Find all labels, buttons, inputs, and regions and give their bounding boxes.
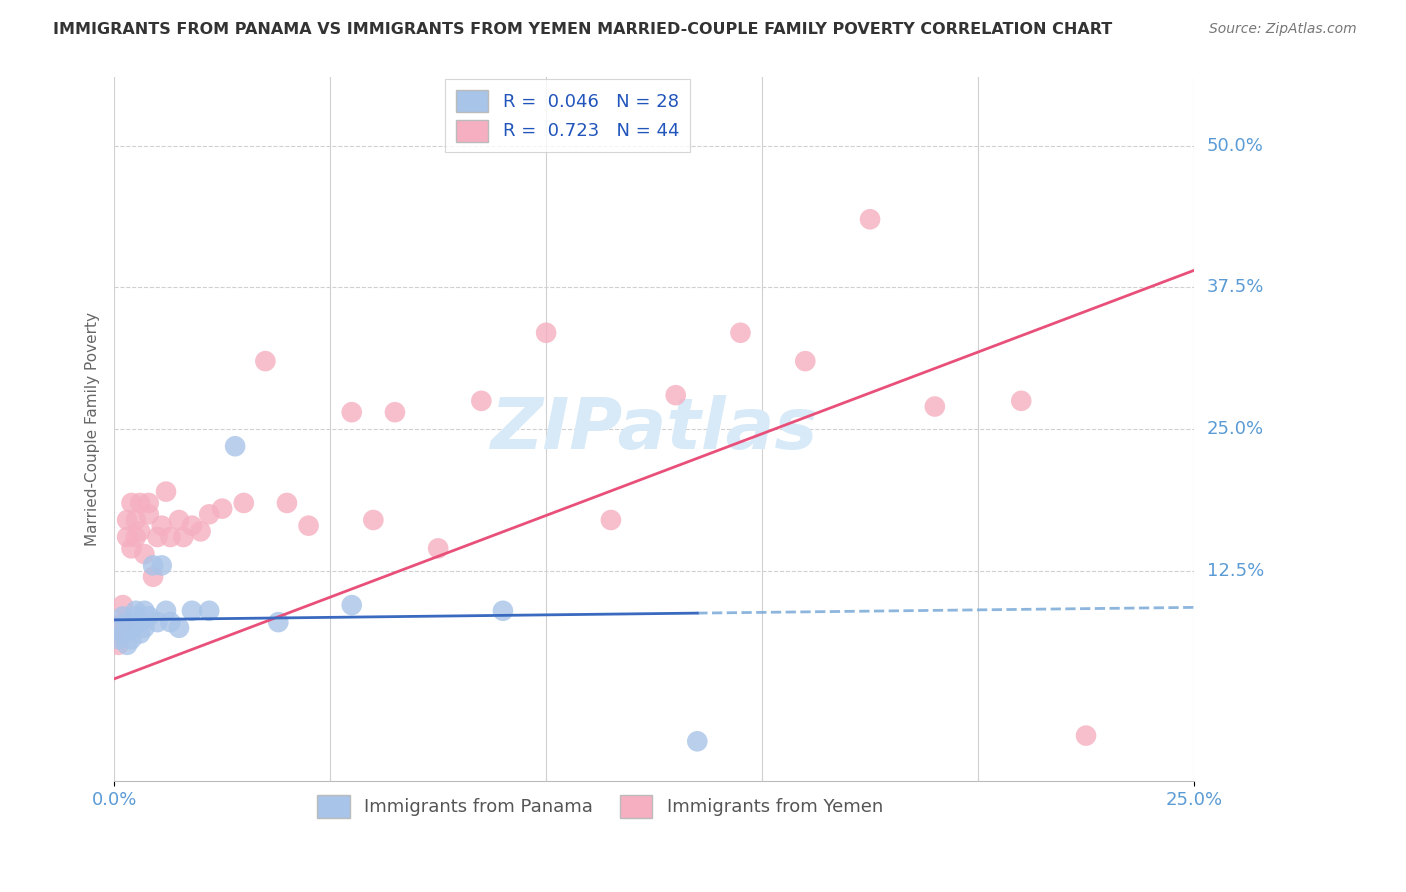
Point xyxy=(159,615,181,629)
Point xyxy=(224,439,246,453)
Point xyxy=(142,558,165,573)
Point xyxy=(115,513,138,527)
Text: Source: ZipAtlas.com: Source: ZipAtlas.com xyxy=(1209,22,1357,37)
Point xyxy=(730,326,752,340)
Point xyxy=(146,615,169,629)
Point xyxy=(125,604,148,618)
Point xyxy=(121,496,143,510)
Point xyxy=(111,598,134,612)
Point xyxy=(198,508,221,522)
Point xyxy=(427,541,450,556)
Point xyxy=(115,530,138,544)
Point xyxy=(859,212,882,227)
Point xyxy=(111,609,134,624)
Point xyxy=(211,501,233,516)
Point xyxy=(125,609,148,624)
Point xyxy=(138,496,160,510)
Point xyxy=(534,326,557,340)
Point xyxy=(924,400,946,414)
Point xyxy=(254,354,277,368)
Point xyxy=(115,638,138,652)
Point xyxy=(134,621,156,635)
Point xyxy=(232,496,254,510)
Point xyxy=(1010,393,1032,408)
Point xyxy=(363,513,385,527)
Point xyxy=(129,524,152,539)
Text: 37.5%: 37.5% xyxy=(1206,278,1264,296)
Point xyxy=(159,530,181,544)
Point xyxy=(172,530,194,544)
Point xyxy=(340,405,363,419)
Point xyxy=(181,518,204,533)
Text: IMMIGRANTS FROM PANAMA VS IMMIGRANTS FROM YEMEN MARRIED-COUPLE FAMILY POVERTY CO: IMMIGRANTS FROM PANAMA VS IMMIGRANTS FRO… xyxy=(53,22,1112,37)
Text: 50.0%: 50.0% xyxy=(1206,136,1264,154)
Text: 25.0%: 25.0% xyxy=(1206,420,1264,438)
Point xyxy=(276,496,298,510)
Point xyxy=(492,604,515,618)
Point xyxy=(198,604,221,618)
Point xyxy=(107,621,129,635)
Point xyxy=(134,547,156,561)
Point xyxy=(142,570,165,584)
Point xyxy=(267,615,290,629)
Point xyxy=(129,615,152,629)
Point xyxy=(107,638,129,652)
Y-axis label: Married-Couple Family Poverty: Married-Couple Family Poverty xyxy=(86,312,100,546)
Point xyxy=(115,615,138,629)
Point xyxy=(340,598,363,612)
Point xyxy=(167,513,190,527)
Point xyxy=(107,621,129,635)
Point xyxy=(1074,729,1097,743)
Point xyxy=(121,541,143,556)
Point xyxy=(384,405,406,419)
Point xyxy=(599,513,621,527)
Point xyxy=(470,393,492,408)
Point xyxy=(125,530,148,544)
Point xyxy=(155,484,177,499)
Point xyxy=(150,518,173,533)
Point xyxy=(121,632,143,647)
Point xyxy=(794,354,817,368)
Point xyxy=(138,508,160,522)
Point xyxy=(111,615,134,629)
Legend: Immigrants from Panama, Immigrants from Yemen: Immigrants from Panama, Immigrants from … xyxy=(309,789,890,825)
Point xyxy=(107,632,129,647)
Point xyxy=(297,518,319,533)
Point xyxy=(129,626,152,640)
Point xyxy=(150,558,173,573)
Point xyxy=(181,604,204,618)
Point xyxy=(167,621,190,635)
Point xyxy=(129,496,152,510)
Point xyxy=(686,734,709,748)
Point xyxy=(665,388,688,402)
Point xyxy=(134,604,156,618)
Point xyxy=(138,609,160,624)
Point xyxy=(125,513,148,527)
Point xyxy=(190,524,212,539)
Point xyxy=(121,621,143,635)
Point xyxy=(146,530,169,544)
Text: 12.5%: 12.5% xyxy=(1206,562,1264,580)
Point xyxy=(111,626,134,640)
Text: ZIPatlas: ZIPatlas xyxy=(491,395,818,464)
Point xyxy=(155,604,177,618)
